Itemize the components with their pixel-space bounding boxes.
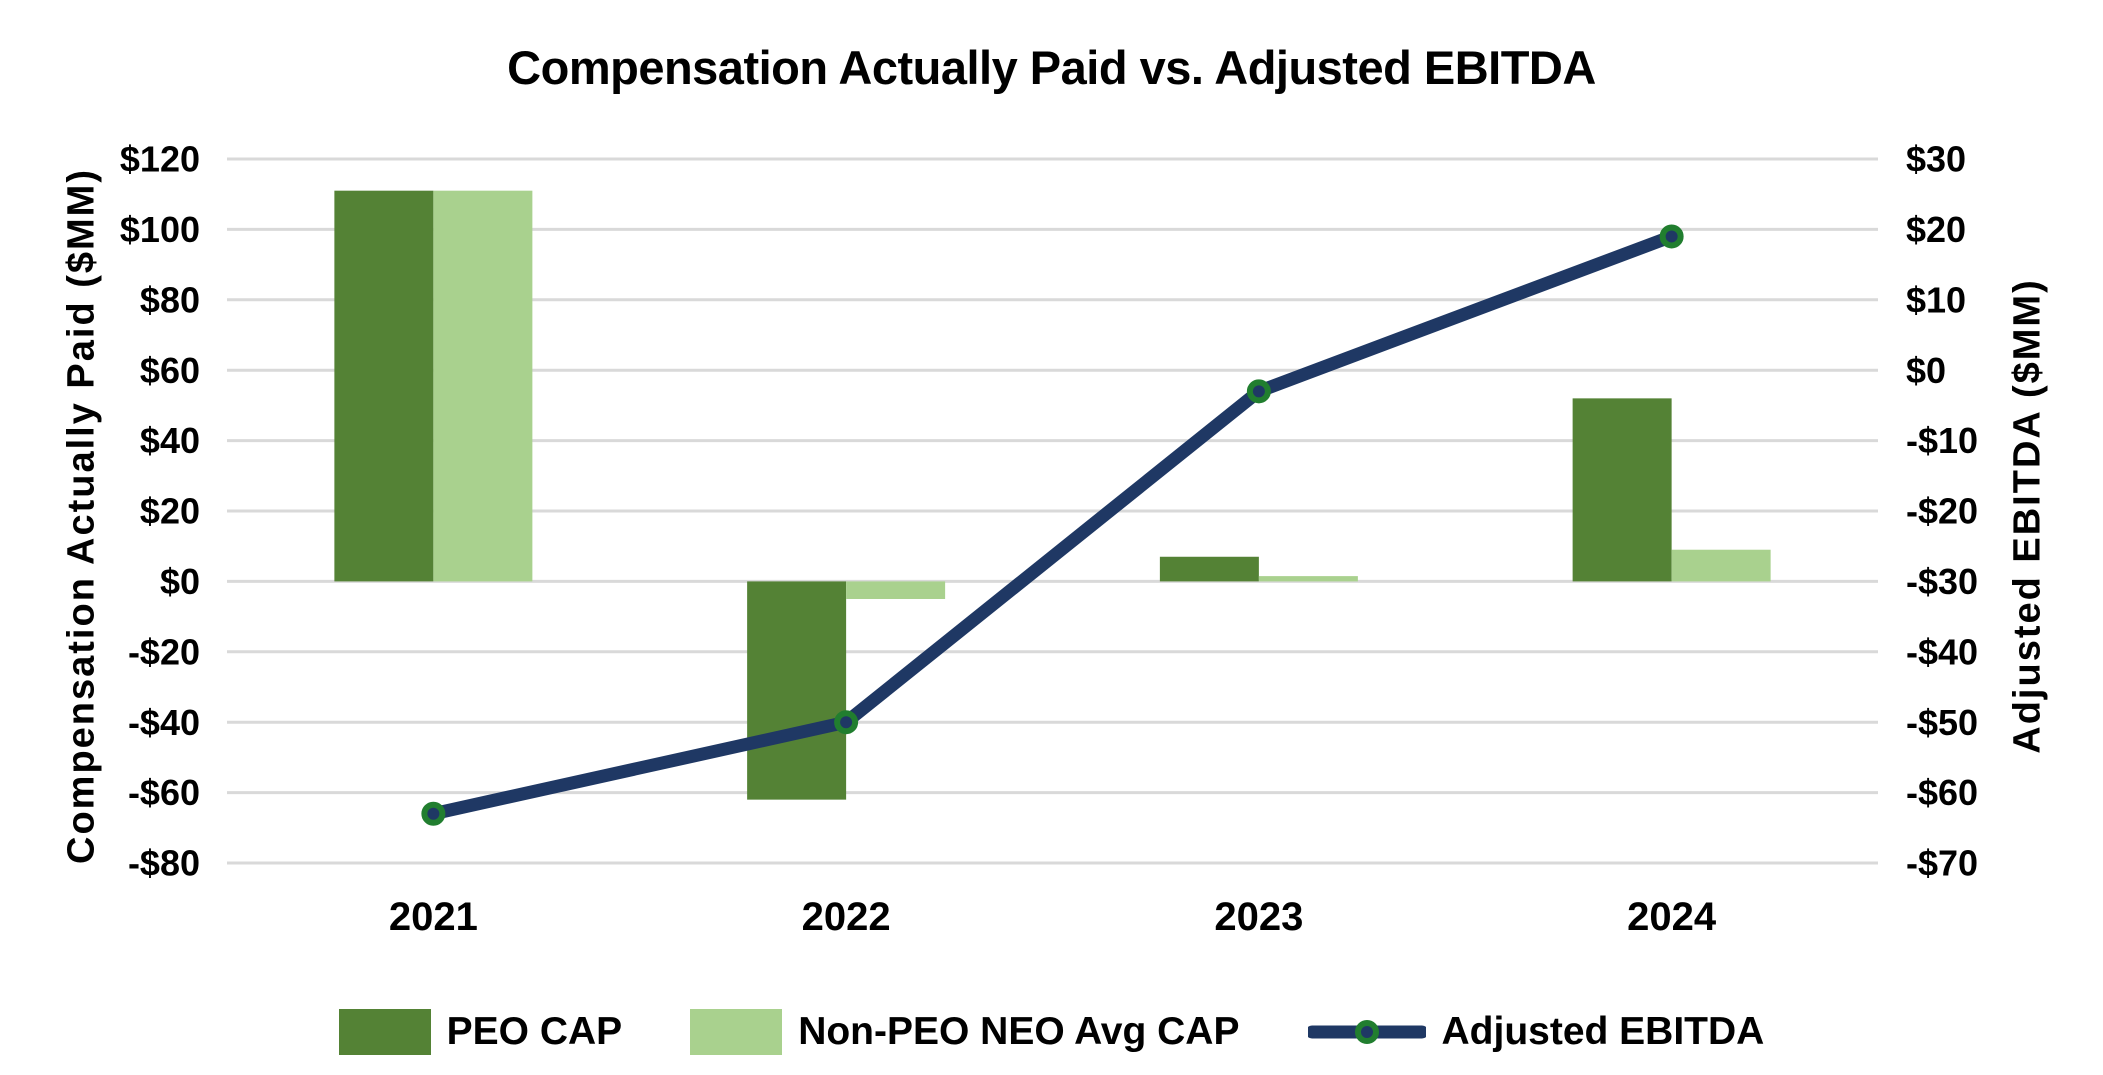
- left-axis-tick-label: $80: [140, 279, 200, 320]
- right-axis-tick-label: -$10: [1906, 420, 1978, 461]
- left-axis-tick-label: $20: [140, 491, 200, 532]
- legend-item-peo-cap: PEO CAP: [338, 1009, 623, 1055]
- left-axis-tick-label: $100: [120, 209, 200, 250]
- adjusted-ebitda-line: [426, 229, 1679, 821]
- bar-peo-cap-2023: [1159, 556, 1259, 582]
- legend-label-adjusted-ebitda: Adjusted EBITDA: [1441, 1010, 1765, 1053]
- right-axis-tick-label: $0: [1906, 350, 1946, 391]
- legend-label-non-peo: Non-PEO NEO Avg CAP: [798, 1010, 1240, 1053]
- left-axis-tick-label: -$80: [128, 843, 200, 884]
- legend-marker-sample: [1354, 1020, 1379, 1044]
- chart-title: Compensation Actually Paid vs. Adjusted …: [507, 41, 1596, 94]
- adjusted-ebitda-line-swatch: [1307, 1020, 1426, 1044]
- x-axis-label-2022: 2022: [802, 895, 891, 939]
- left-axis-tick-label: -$40: [128, 702, 200, 743]
- right-axis-tick-label: -$20: [1906, 491, 1978, 532]
- right-axis-tick-label: -$40: [1906, 631, 1978, 672]
- right-axis-tick-label: -$70: [1906, 843, 1978, 884]
- left-axis-tick-label: $120: [120, 139, 200, 180]
- left-axis-tick-label: $60: [140, 350, 200, 391]
- x-axis-label-2023: 2023: [1214, 895, 1303, 939]
- right-axis-tick-label: $20: [1906, 209, 1966, 250]
- data-point-marker-2021: [421, 801, 446, 826]
- right-axis-tick-label: $10: [1906, 279, 1966, 320]
- left-axis-tick-label: -$20: [128, 631, 200, 672]
- bar-non-peo-neo-avg-cap-2023: [1258, 576, 1358, 582]
- x-axis-label-2021: 2021: [389, 895, 478, 939]
- bar-non-peo-neo-avg-cap-2021: [433, 190, 533, 582]
- bar-non-peo-neo-avg-cap-2022: [846, 581, 946, 599]
- peo-cap-swatch: [338, 1009, 431, 1055]
- right-axis-tick-label: -$30: [1906, 561, 1978, 602]
- left-axis-tick-label: -$60: [128, 772, 200, 813]
- data-point-marker-2024: [1659, 224, 1684, 249]
- legend-label-peo-cap: PEO CAP: [446, 1010, 623, 1053]
- left-axis-tick-label: $0: [160, 561, 200, 602]
- data-point-marker-2023: [1246, 379, 1271, 404]
- right-axis-tick-label: -$50: [1906, 702, 1978, 743]
- right-axis-tick-label: $30: [1906, 139, 1966, 180]
- bar-non-peo-neo-avg-cap-2024: [1671, 549, 1771, 582]
- data-point-marker-2022: [834, 710, 859, 735]
- chart-legend: PEO CAP Non-PEO NEO Avg CAP Adjusted EBI…: [0, 1006, 2103, 1058]
- legend-item-adjusted-ebitda: Adjusted EBITDA: [1307, 1006, 1765, 1058]
- left-axis-tick-label: $40: [140, 420, 200, 461]
- bar-peo-cap-2021: [334, 190, 434, 582]
- non-peo-cap-swatch: [690, 1009, 783, 1055]
- bar-peo-cap-2024: [1572, 398, 1672, 582]
- x-axis-label-2024: 2024: [1627, 895, 1717, 939]
- right-axis-tick-label: -$60: [1906, 772, 1978, 813]
- bar-peo-cap-2022: [747, 581, 847, 800]
- legend-item-non-peo: Non-PEO NEO Avg CAP: [690, 1009, 1240, 1055]
